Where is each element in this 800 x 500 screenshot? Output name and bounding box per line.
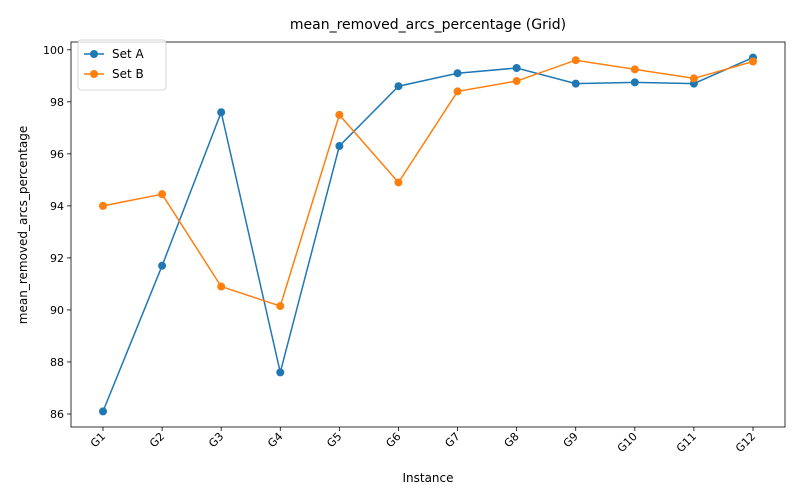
data-point bbox=[512, 64, 521, 73]
data-point bbox=[99, 201, 107, 210]
x-tick-label: G8 bbox=[502, 430, 522, 450]
plot-area: 86 88 90 92 94 96 98 100 G1 G2 G3 G4 G5 G6 G7 G8 G9 G10 G1… bbox=[43, 39, 786, 455]
y-tick-label: 92 bbox=[50, 252, 64, 265]
data-point bbox=[453, 69, 462, 78]
y-tick-label: 98 bbox=[50, 96, 64, 109]
x-tick-label: G4 bbox=[265, 430, 285, 450]
data-point bbox=[394, 178, 403, 187]
x-axis-label: Instance bbox=[402, 471, 453, 485]
data-point bbox=[276, 368, 285, 377]
x-tick-label: G10 bbox=[615, 430, 640, 455]
chart-title: mean_removed_arcs_percentage (Grid) bbox=[290, 17, 566, 33]
x-tick-label: G3 bbox=[206, 430, 226, 450]
data-point bbox=[335, 110, 344, 119]
data-point bbox=[158, 190, 167, 199]
y-tick-label: 90 bbox=[50, 304, 64, 317]
data-point bbox=[217, 282, 226, 291]
data-point bbox=[571, 56, 580, 65]
data-point bbox=[217, 108, 226, 117]
data-point bbox=[335, 142, 344, 151]
y-axis-label: mean_removed_arcs_percentage bbox=[16, 126, 30, 324]
data-point bbox=[749, 57, 757, 66]
series-line-set-a bbox=[102, 56, 754, 412]
legend-marker bbox=[90, 70, 98, 78]
data-point bbox=[571, 79, 580, 88]
y-tick-label: 88 bbox=[50, 356, 64, 369]
data-point bbox=[99, 407, 107, 416]
legend-box bbox=[77, 39, 167, 91]
data-point bbox=[630, 65, 639, 74]
data-point bbox=[453, 87, 462, 96]
x-tick-label: G5 bbox=[324, 430, 344, 450]
x-tick-label: G6 bbox=[383, 430, 403, 450]
data-point bbox=[158, 261, 167, 270]
x-tick-label: G9 bbox=[561, 430, 581, 450]
y-tick-label: 100 bbox=[43, 44, 64, 57]
data-point bbox=[689, 74, 698, 83]
y-tick-label: 86 bbox=[50, 408, 64, 421]
data-point bbox=[276, 302, 285, 311]
x-tick-label: G11 bbox=[674, 430, 699, 455]
x-tick-label: G12 bbox=[733, 430, 758, 455]
data-point bbox=[394, 82, 403, 91]
legend-label: Set B bbox=[112, 67, 144, 81]
x-tick-label: G1 bbox=[88, 430, 108, 450]
legend-label: Set A bbox=[112, 47, 145, 61]
axes-frame bbox=[70, 41, 786, 428]
legend-marker bbox=[90, 50, 98, 58]
x-tick-label: G2 bbox=[147, 430, 167, 450]
x-tick-label: G7 bbox=[442, 430, 462, 450]
y-tick-label: 96 bbox=[50, 148, 64, 161]
y-tick-label: 94 bbox=[50, 200, 64, 213]
data-point bbox=[630, 78, 639, 87]
data-point bbox=[512, 77, 521, 86]
series-line-set-b bbox=[102, 59, 754, 307]
